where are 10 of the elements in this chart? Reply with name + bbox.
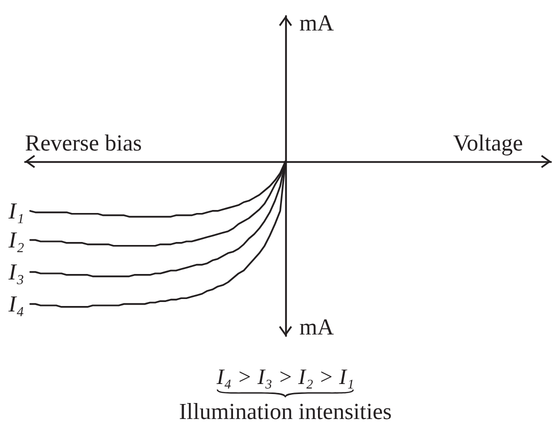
series-label: I₃ — [8, 260, 24, 284]
series-label: I₁ — [8, 198, 24, 224]
series-label: I₂ — [8, 228, 24, 252]
series-label: I₄ — [8, 292, 24, 316]
x-axis-title: Voltage — [453, 130, 523, 156]
text: Reverse bias — [25, 130, 142, 156]
text: Illumination intensities — [179, 398, 392, 425]
text: mA — [299, 10, 334, 36]
text: mA — [299, 314, 334, 340]
text: I₄ > I₃ > I₂ > I₁ — [216, 364, 354, 389]
